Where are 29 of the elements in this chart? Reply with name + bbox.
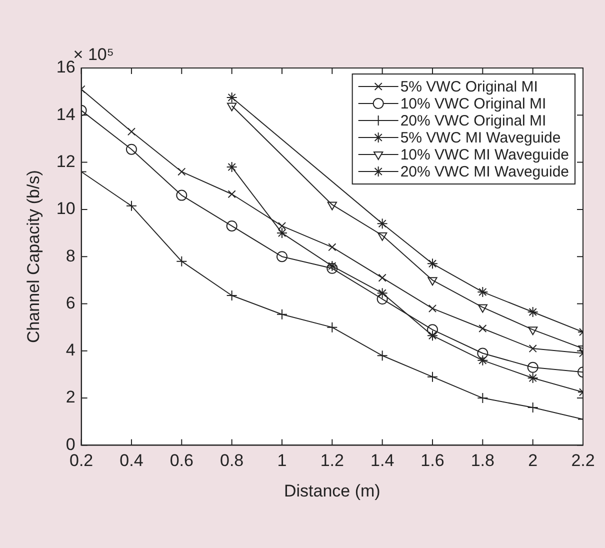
x-tick-label: 2: [528, 451, 538, 470]
x-tick-label: 1.6: [420, 451, 444, 470]
y-tick-label: 6: [66, 293, 76, 312]
y-tick-label: 14: [56, 104, 76, 124]
text: × 10⁵: [73, 45, 114, 64]
x-tick-label: 0.8: [220, 451, 244, 470]
x-tick-label: 0.6: [170, 451, 194, 470]
y-tick-label: 2: [66, 388, 76, 407]
x-tick-label: 1.2: [320, 451, 344, 470]
y-tick-label: 0: [66, 434, 76, 454]
y-axis-title: Channel Capacity (b/s): [24, 170, 43, 344]
legend-label: 5% VWC Original MI: [400, 78, 538, 96]
legend-label: 5% VWC MI Waveguide: [400, 130, 561, 147]
legend-label: 10% VWC Original MI: [400, 96, 546, 113]
x-tick-label: 1.8: [470, 451, 494, 470]
x-tick-label: 0.4: [120, 451, 144, 470]
x-tick-label: 1: [277, 451, 287, 470]
x-axis-title: Distance (m): [284, 481, 380, 500]
x-tick-label: 2.2: [571, 451, 595, 470]
legend-label: 20% VWC MI Waveguide: [400, 164, 569, 181]
x-tick-label: 1.4: [370, 451, 394, 470]
y-tick-label: 12: [56, 152, 76, 171]
legend-label: 20% VWC Original MI: [400, 112, 546, 130]
legend-label: 10% VWC MI Waveguide: [400, 146, 569, 164]
y-tick-label: 8: [66, 246, 76, 266]
x-tick-label: 0.2: [69, 451, 94, 470]
y-tick-label: 10: [56, 199, 76, 218]
y-tick-label: 16: [56, 58, 76, 77]
y-tick-label: 4: [66, 340, 76, 360]
